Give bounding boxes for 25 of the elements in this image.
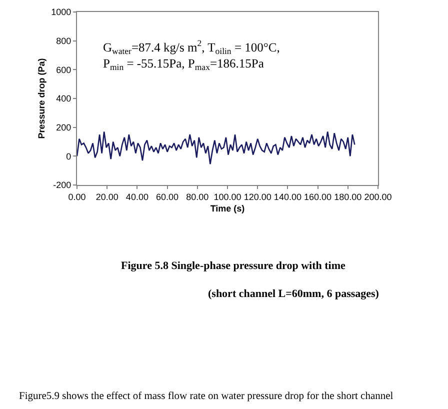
x-tick-label: 0.00 [68, 192, 86, 202]
caption: Figure5.9 shows the effect of mass flow rate on water pressure drop for the short channel [19, 391, 394, 402]
x-axis-title: Time (s) [210, 204, 245, 214]
x-tick-label: 20.00 [96, 192, 118, 202]
y-axis-title: Pressure drop (Pa) [36, 58, 47, 139]
x-tick-label: 40.00 [126, 192, 148, 202]
x-tick-label: 200.00 [364, 192, 392, 202]
text: (short channel L=60mm, 6 passages) [208, 288, 380, 300]
x-tick-label: 60.00 [156, 192, 179, 202]
text: G$_{water}$=87.4 kg/s m$^{2}$, T$_{oilin}$ = 100°C, P$_{min}$ = -55.15Pa, P$_{max}$=186.15Pa [103, 38, 280, 72]
x-tick-label: 120.00 [244, 192, 272, 202]
y-tick-label: 0 [66, 151, 72, 162]
caption: Figure 5.8 Single-phase pressure drop with time [121, 260, 346, 272]
y-tick-label: 200 [56, 122, 72, 132]
line-series [77, 131, 356, 165]
y-tick-label: 600 [56, 64, 72, 75]
x-tick-label: 100.00 [214, 192, 242, 202]
x-tick-label: 160.00 [304, 192, 332, 202]
y-tick-label: -200 [53, 180, 72, 190]
y-tick-label: 800 [56, 36, 72, 46]
y-tick-label: 1000 [51, 7, 72, 18]
x-tick-label: 80.00 [186, 192, 209, 202]
y-tick-label: 400 [56, 94, 72, 104]
x-tick-label: 180.00 [334, 192, 362, 202]
x-tick-label: 140.00 [274, 192, 302, 202]
